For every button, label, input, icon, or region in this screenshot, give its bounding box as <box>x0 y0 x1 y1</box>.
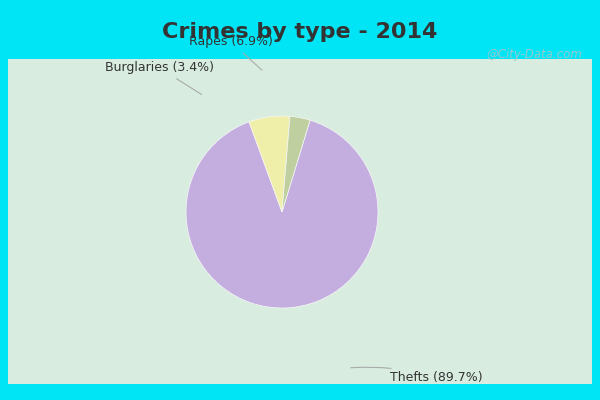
Text: Crimes by type - 2014: Crimes by type - 2014 <box>163 22 437 42</box>
Text: @City-Data.com: @City-Data.com <box>486 48 582 61</box>
Wedge shape <box>186 120 378 308</box>
Bar <box>8 384 592 395</box>
Text: Burglaries (3.4%): Burglaries (3.4%) <box>105 62 214 94</box>
Wedge shape <box>249 116 290 212</box>
Text: Thefts (89.7%): Thefts (89.7%) <box>351 367 482 384</box>
Text: Rapes (6.9%): Rapes (6.9%) <box>189 36 273 70</box>
Bar <box>8 5 592 59</box>
Wedge shape <box>282 116 310 212</box>
